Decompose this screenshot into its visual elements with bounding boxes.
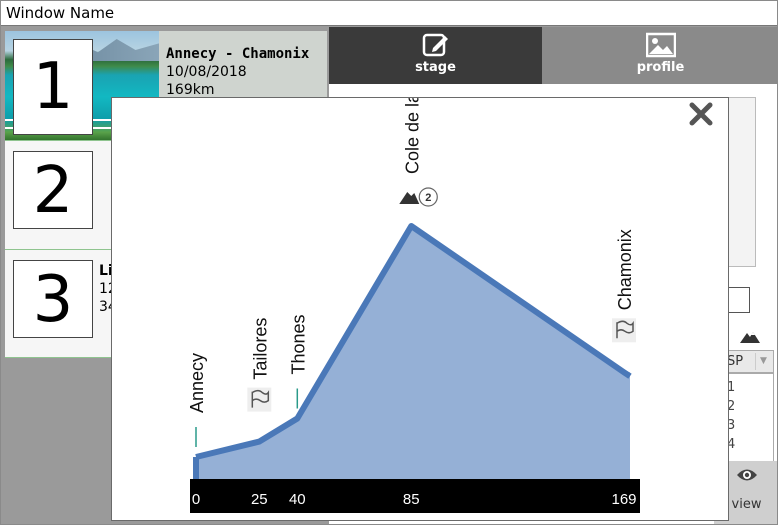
category-badge <box>418 187 438 207</box>
tab-profile-label: profile <box>636 60 685 75</box>
stage-number: 1 <box>13 39 93 135</box>
sp-option[interactable]: 1 <box>727 380 736 395</box>
stage-card-1[interactable]: 1 Annecy - Chamonix 10/08/2018 169km <box>5 31 327 141</box>
stage-name: Li <box>99 263 113 279</box>
x-tick-label: 169 <box>611 491 636 508</box>
view-label: view <box>731 497 762 512</box>
x-tick-label: 25 <box>251 491 268 508</box>
x-tick-label: 85 <box>403 491 420 508</box>
stage-distance: 169km <box>166 82 215 98</box>
x-tick-label: 40 <box>289 491 306 508</box>
flag-icon <box>251 389 270 408</box>
sp-select[interactable]: SP ▼ <box>722 350 774 373</box>
tab-bar: stage profile <box>329 27 777 84</box>
eye-icon <box>737 469 757 481</box>
background-panel <box>726 97 756 267</box>
sp-select-value: SP <box>727 354 744 369</box>
tab-profile[interactable]: profile <box>542 27 777 84</box>
stage-name: Annecy - Chamonix <box>166 46 310 62</box>
sp-option[interactable]: 4 <box>727 437 736 452</box>
window-title: Window Name <box>1 1 777 26</box>
profile-area <box>196 226 630 479</box>
location-label: Chamonix <box>615 229 635 310</box>
close-icon[interactable] <box>688 101 714 127</box>
stage-date: 10/08/2018 <box>166 64 247 80</box>
x-tick-label: 0 <box>192 491 200 508</box>
mountain-icon <box>739 329 761 343</box>
sp-option[interactable]: 2 <box>727 399 736 414</box>
flag-icon <box>616 320 634 339</box>
profile-modal: 0 25 40 85 169 Annecy Tailores Thones 2 Cole de l… <box>111 97 729 521</box>
chevron-down-icon[interactable]: ▼ <box>755 353 771 370</box>
x-axis-bar <box>190 479 640 513</box>
stage-info: Annecy - Chamonix 10/08/2018 169km <box>166 45 309 99</box>
location-label: Cole de la Croix Fry <box>402 98 422 174</box>
location-label: Tailores <box>250 318 270 380</box>
tab-stage-label: stage <box>415 60 456 75</box>
location-label: Thones <box>288 314 308 374</box>
tab-stage[interactable]: stage <box>329 27 542 84</box>
stage-number: 3 <box>13 260 93 338</box>
location-label: Annecy <box>187 353 207 413</box>
edit-icon <box>422 33 448 57</box>
image-icon <box>645 32 676 58</box>
profile-line <box>195 223 632 460</box>
sp-options-list: 1 2 3 4 <box>722 373 774 463</box>
stage-number: 2 <box>13 151 93 229</box>
mountain-icon <box>399 192 420 204</box>
elevation-profile-chart: 0 25 40 85 169 Annecy Tailores Thones 2 Cole de l… <box>187 98 640 513</box>
sp-option[interactable]: 3 <box>727 418 736 433</box>
category-label: 2 <box>425 192 431 204</box>
